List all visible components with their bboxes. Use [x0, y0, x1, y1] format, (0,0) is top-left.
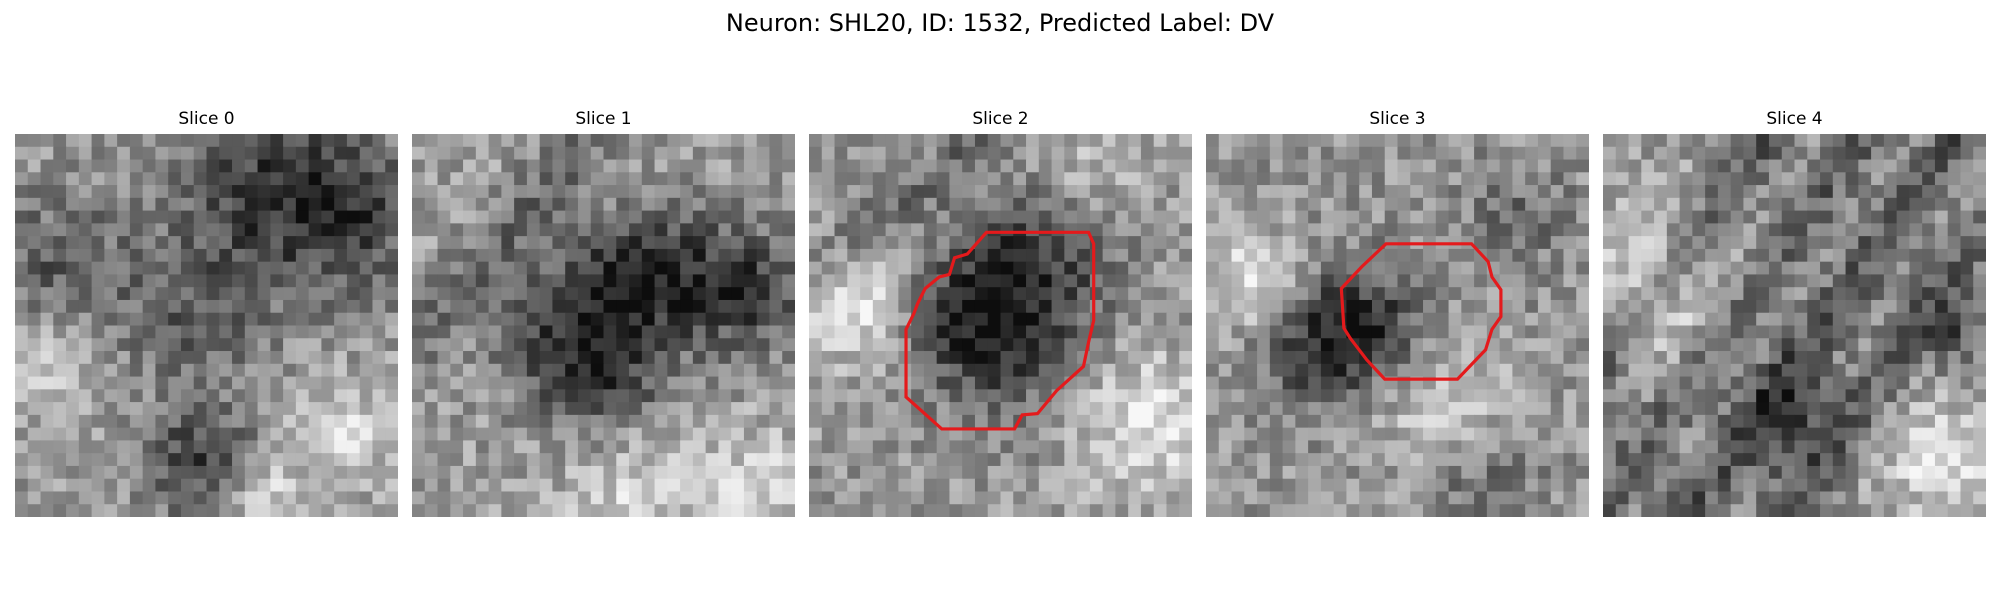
roi-outline-2	[904, 230, 1096, 431]
roi-outline-3	[1339, 242, 1503, 381]
slice-image-3	[1206, 134, 1589, 517]
slice-pixels-4	[1603, 134, 1986, 517]
slice-pixels-1	[412, 134, 795, 517]
slice-panel-0: Slice 0	[15, 108, 398, 518]
slice-title-2: Slice 2	[972, 109, 1029, 129]
slice-title-3: Slice 3	[1369, 109, 1426, 129]
slice-title-0: Slice 0	[178, 109, 235, 129]
slice-panel-2: Slice 2	[809, 108, 1192, 518]
slice-title-1: Slice 1	[575, 109, 632, 129]
slice-panel-3: Slice 3	[1206, 108, 1589, 518]
slice-pixels-3	[1206, 134, 1589, 517]
slice-image-4	[1603, 134, 1986, 517]
slice-panel-1: Slice 1	[412, 108, 795, 518]
slice-panel-4: Slice 4	[1603, 108, 1986, 518]
slice-image-2	[809, 134, 1192, 517]
slice-image-1	[412, 134, 795, 517]
slice-pixels-2	[809, 134, 1192, 517]
figure-title: Neuron: SHL20, ID: 1532, Predicted Label…	[725, 9, 1275, 37]
slice-pixels-0	[15, 134, 398, 517]
slice-title-4: Slice 4	[1766, 109, 1823, 129]
slice-image-0	[15, 134, 398, 517]
